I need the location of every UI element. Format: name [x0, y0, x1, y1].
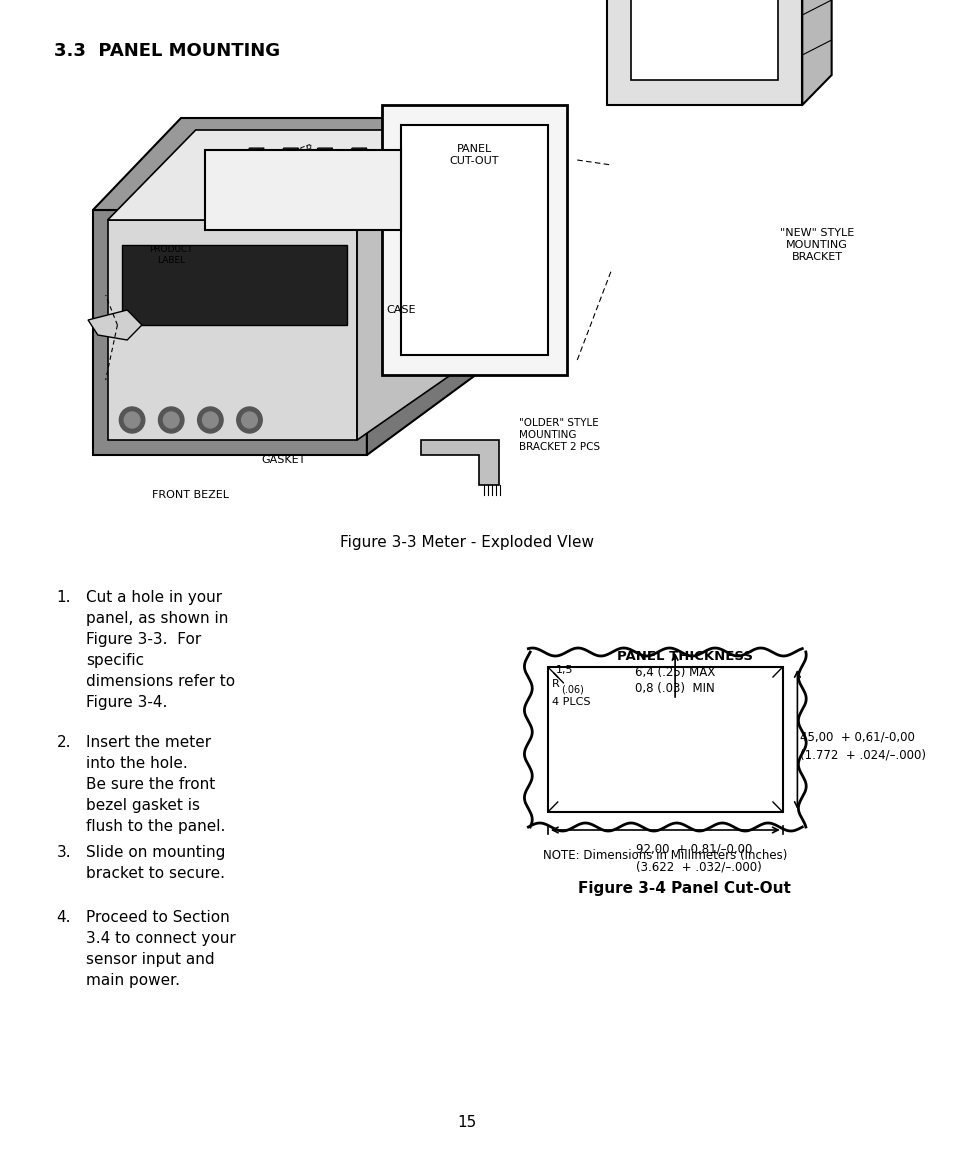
Polygon shape	[317, 156, 391, 165]
Text: NOTE: Dimensions in Millimeters (Inches): NOTE: Dimensions in Millimeters (Inches)	[542, 850, 786, 862]
Text: CASE: CASE	[386, 305, 416, 315]
Text: 0,8 (.03)  MIN: 0,8 (.03) MIN	[635, 681, 714, 695]
Polygon shape	[108, 220, 356, 440]
Text: Slide on mounting
bracket to secure.: Slide on mounting bracket to secure.	[86, 845, 225, 881]
Text: FRONT BEZEL: FRONT BEZEL	[152, 490, 229, 500]
Circle shape	[202, 411, 218, 428]
Polygon shape	[367, 118, 489, 455]
Text: 45,00  + 0,61/-0,00: 45,00 + 0,61/-0,00	[800, 730, 914, 743]
Text: CONNECTOR
LABEL: CONNECTOR LABEL	[265, 185, 322, 205]
Polygon shape	[801, 0, 831, 105]
Text: REAR COVER
(REMOVED): REAR COVER (REMOVED)	[248, 144, 319, 187]
Polygon shape	[234, 152, 313, 160]
Text: 3.: 3.	[56, 845, 71, 860]
Text: Insert the meter
into the hole.
Be sure the front
bezel gasket is
flush to the p: Insert the meter into the hole. Be sure …	[86, 735, 225, 834]
Circle shape	[163, 411, 179, 428]
Text: 6,4 (.25) MAX: 6,4 (.25) MAX	[635, 666, 715, 679]
Polygon shape	[313, 148, 333, 155]
Text: PANEL
CUT-OUT: PANEL CUT-OUT	[449, 144, 498, 166]
Text: 15: 15	[456, 1115, 476, 1130]
Text: Figure 3-3 Meter - Exploded VIew: Figure 3-3 Meter - Exploded VIew	[339, 535, 593, 551]
FancyBboxPatch shape	[400, 125, 547, 355]
Text: Figure 3-4 Panel Cut-Out: Figure 3-4 Panel Cut-Out	[578, 881, 790, 896]
Text: "NEW" STYLE
MOUNTING
BRACKET: "NEW" STYLE MOUNTING BRACKET	[779, 228, 853, 262]
Polygon shape	[347, 148, 367, 155]
Polygon shape	[122, 245, 347, 325]
Polygon shape	[108, 130, 479, 220]
Text: (3.622  + .032/–.000): (3.622 + .032/–.000)	[636, 860, 760, 873]
Text: (1.772  + .024/–.000): (1.772 + .024/–.000)	[800, 748, 925, 761]
Polygon shape	[278, 148, 298, 155]
Circle shape	[241, 411, 257, 428]
FancyBboxPatch shape	[631, 0, 777, 80]
Text: PANEL THICKNESS: PANEL THICKNESS	[617, 650, 752, 663]
Text: 1,5: 1,5	[556, 665, 573, 675]
Circle shape	[124, 411, 140, 428]
Polygon shape	[92, 210, 367, 455]
Circle shape	[197, 407, 223, 433]
Text: Cut a hole in your
panel, as shown in
Figure 3-3.  For
specific
dimensions refer: Cut a hole in your panel, as shown in Fi…	[86, 590, 235, 710]
Text: 3.3  PANEL MOUNTING: 3.3 PANEL MOUNTING	[53, 42, 279, 60]
Text: 4 PLCS: 4 PLCS	[551, 697, 590, 707]
Polygon shape	[92, 118, 489, 210]
Circle shape	[236, 407, 262, 433]
Text: "OLDER" STYLE
MOUNTING
BRACKET 2 PCS: "OLDER" STYLE MOUNTING BRACKET 2 PCS	[518, 418, 599, 452]
Text: 4.: 4.	[56, 910, 71, 925]
Polygon shape	[420, 440, 498, 484]
Polygon shape	[356, 130, 479, 440]
Text: 1.: 1.	[56, 590, 71, 605]
Text: 2.: 2.	[56, 735, 71, 750]
FancyBboxPatch shape	[547, 666, 781, 812]
Text: GASKET: GASKET	[261, 455, 306, 465]
Circle shape	[119, 407, 145, 433]
Text: Proceed to Section
3.4 to connect your
sensor input and
main power.: Proceed to Section 3.4 to connect your s…	[86, 910, 235, 987]
Circle shape	[158, 407, 184, 433]
Text: R: R	[551, 679, 559, 688]
FancyBboxPatch shape	[381, 105, 567, 376]
Text: 92,00  + 0,81/–0,00: 92,00 + 0,81/–0,00	[636, 841, 752, 855]
Polygon shape	[244, 148, 264, 155]
Polygon shape	[606, 0, 801, 105]
Text: (.06): (.06)	[561, 684, 584, 694]
Text: PRODUCT
LABEL: PRODUCT LABEL	[150, 246, 193, 264]
FancyBboxPatch shape	[205, 150, 400, 229]
Polygon shape	[88, 309, 142, 340]
